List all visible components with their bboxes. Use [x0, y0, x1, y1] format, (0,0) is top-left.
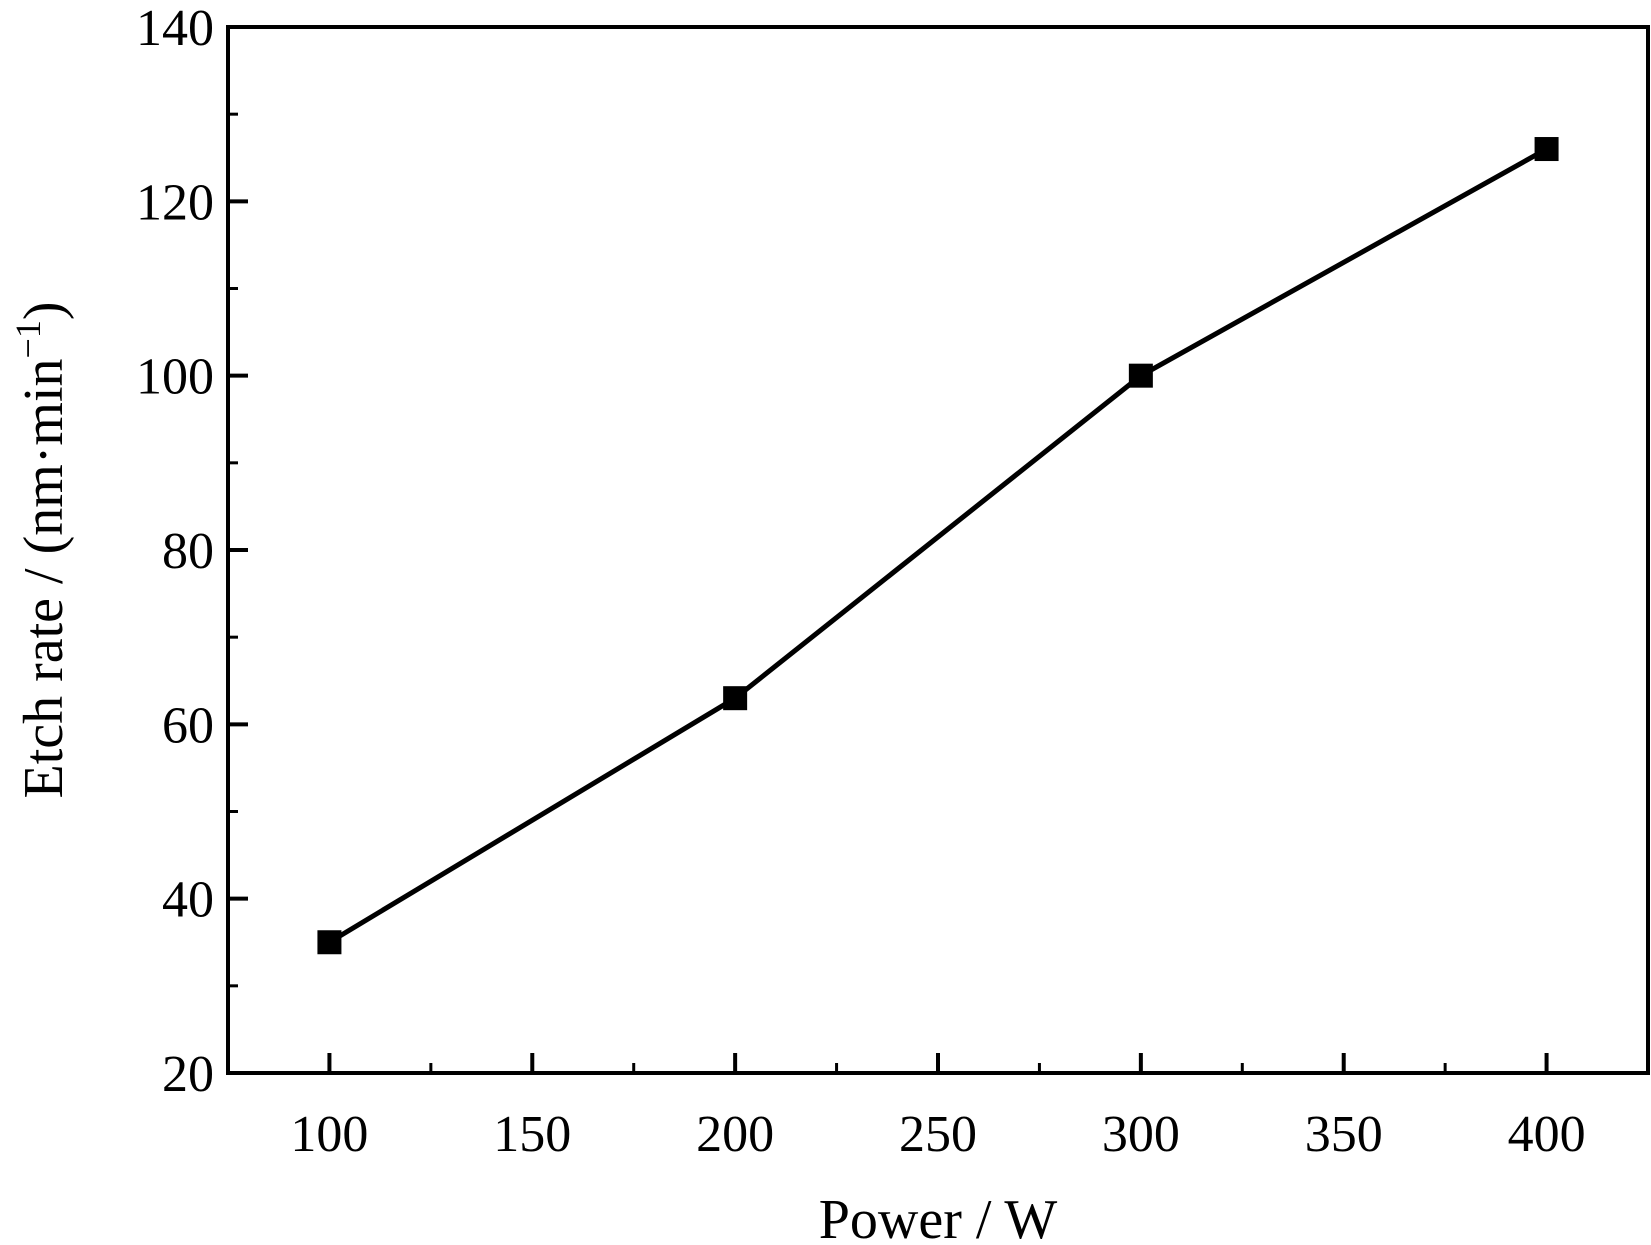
series-layer	[317, 137, 1559, 955]
y-axis-title-superscript: −1	[8, 320, 48, 358]
y-tick-label: 60	[162, 697, 214, 754]
data-point-marker	[723, 686, 748, 711]
x-axis-title: Power / W	[819, 1189, 1058, 1245]
plot-frame	[226, 25, 1650, 1075]
x-tick-label: 100	[290, 1106, 368, 1163]
x-tick-label: 300	[1102, 1106, 1180, 1163]
data-point-marker	[1534, 137, 1559, 162]
y-axis-title: Etch rate / (nm·min−1)	[8, 301, 75, 798]
y-tick-label: 120	[136, 174, 214, 231]
x-tick-labels: 100 150 200 250 300 350 400	[290, 1106, 1585, 1163]
x-tick-label: 200	[696, 1106, 774, 1163]
x-tick-label: 150	[493, 1106, 571, 1163]
data-point-marker	[1128, 363, 1153, 388]
minor-ticks	[228, 112, 1650, 1073]
x-tick-label: 350	[1305, 1106, 1383, 1163]
y-axis-title-main: Etch rate / (nm·min	[13, 358, 75, 798]
x-tick-label: 400	[1508, 1106, 1586, 1163]
y-tick-label: 80	[162, 523, 214, 580]
y-axis-title-close: )	[13, 301, 75, 320]
data-point-marker	[317, 930, 342, 955]
series-line	[328, 146, 1548, 945]
y-tick-labels: 20 40 60 80 100 120 140	[136, 0, 214, 1103]
x-tick-label: 250	[899, 1106, 977, 1163]
y-tick-label: 140	[136, 0, 214, 57]
major-ticks	[228, 25, 1549, 1075]
y-tick-label: 40	[162, 872, 214, 929]
y-tick-label: 100	[136, 349, 214, 406]
y-tick-label: 20	[162, 1046, 214, 1103]
